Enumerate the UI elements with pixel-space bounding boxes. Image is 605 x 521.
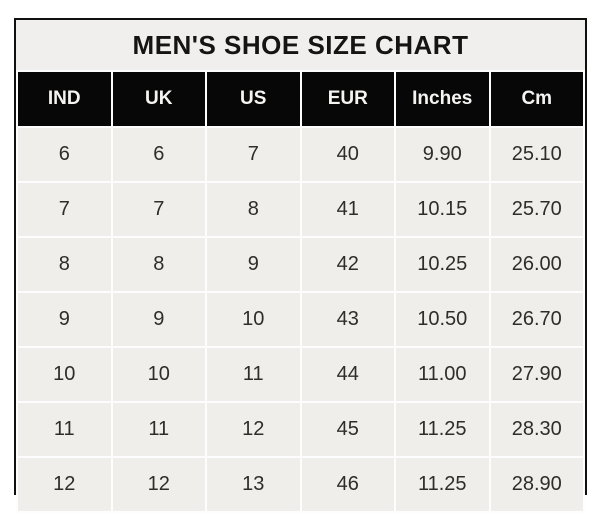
column-header-uk: UK (110, 70, 207, 128)
cell-inches: 11.25 (394, 401, 491, 458)
cell-us: 12 (205, 401, 302, 458)
cell-eur: 44 (299, 346, 396, 403)
cell-uk: 8 (110, 236, 207, 293)
header-row: IND UK US EUR Inches Cm (16, 70, 585, 128)
cell-inches: 10.15 (394, 181, 491, 238)
table-head: IND UK US EUR Inches Cm (16, 70, 585, 128)
cell-ind: 8 (16, 236, 113, 293)
cell-uk: 10 (110, 346, 207, 403)
cell-uk: 11 (110, 401, 207, 458)
cell-uk: 9 (110, 291, 207, 348)
cell-uk: 12 (110, 456, 207, 513)
cell-us: 8 (205, 181, 302, 238)
cell-cm: 25.10 (488, 126, 585, 183)
cell-cm: 27.90 (488, 346, 585, 403)
shoe-size-chart: MEN'S SHOE SIZE CHART IND UK US EUR Inches Cm… (14, 18, 587, 513)
column-header-us: US (205, 70, 302, 128)
cell-eur: 42 (299, 236, 396, 293)
chart-title: MEN'S SHOE SIZE CHART (16, 20, 585, 70)
cell-us: 10 (205, 291, 302, 348)
column-header-ind: IND (16, 70, 113, 128)
column-header-cm: Cm (488, 70, 585, 128)
cell-inches: 10.50 (394, 291, 491, 348)
table-row: 6 6 7 40 9.90 25.10 (16, 126, 585, 183)
table-row: 11 11 12 45 11.25 28.30 (16, 401, 585, 458)
size-table: IND UK US EUR Inches Cm 6 6 7 40 9.90 25.10 7 7 8 41 10… (16, 70, 585, 513)
column-header-eur: EUR (299, 70, 396, 128)
cell-uk: 7 (110, 181, 207, 238)
cell-uk: 6 (110, 126, 207, 183)
column-header-inches: Inches (394, 70, 491, 128)
cell-ind: 9 (16, 291, 113, 348)
cell-inches: 9.90 (394, 126, 491, 183)
cell-ind: 7 (16, 181, 113, 238)
cell-ind: 12 (16, 456, 113, 513)
cell-ind: 10 (16, 346, 113, 403)
table-body: 6 6 7 40 9.90 25.10 7 7 8 41 10.15 25.70 8 8 9 42 10.25 2… (16, 126, 585, 513)
cell-us: 13 (205, 456, 302, 513)
cell-eur: 41 (299, 181, 396, 238)
cell-inches: 10.25 (394, 236, 491, 293)
table-row: 10 10 11 44 11.00 27.90 (16, 346, 585, 403)
cell-ind: 6 (16, 126, 113, 183)
table-row: 9 9 10 43 10.50 26.70 (16, 291, 585, 348)
cell-eur: 40 (299, 126, 396, 183)
table-row: 12 12 13 46 11.25 28.90 (16, 456, 585, 513)
cell-cm: 25.70 (488, 181, 585, 238)
cell-ind: 11 (16, 401, 113, 458)
cell-us: 9 (205, 236, 302, 293)
cell-us: 7 (205, 126, 302, 183)
cell-cm: 26.00 (488, 236, 585, 293)
cell-eur: 46 (299, 456, 396, 513)
table-row: 8 8 9 42 10.25 26.00 (16, 236, 585, 293)
cell-cm: 26.70 (488, 291, 585, 348)
cell-cm: 28.90 (488, 456, 585, 513)
cell-cm: 28.30 (488, 401, 585, 458)
cell-eur: 43 (299, 291, 396, 348)
table-row: 7 7 8 41 10.15 25.70 (16, 181, 585, 238)
cell-inches: 11.25 (394, 456, 491, 513)
cell-eur: 45 (299, 401, 396, 458)
cell-inches: 11.00 (394, 346, 491, 403)
cell-us: 11 (205, 346, 302, 403)
